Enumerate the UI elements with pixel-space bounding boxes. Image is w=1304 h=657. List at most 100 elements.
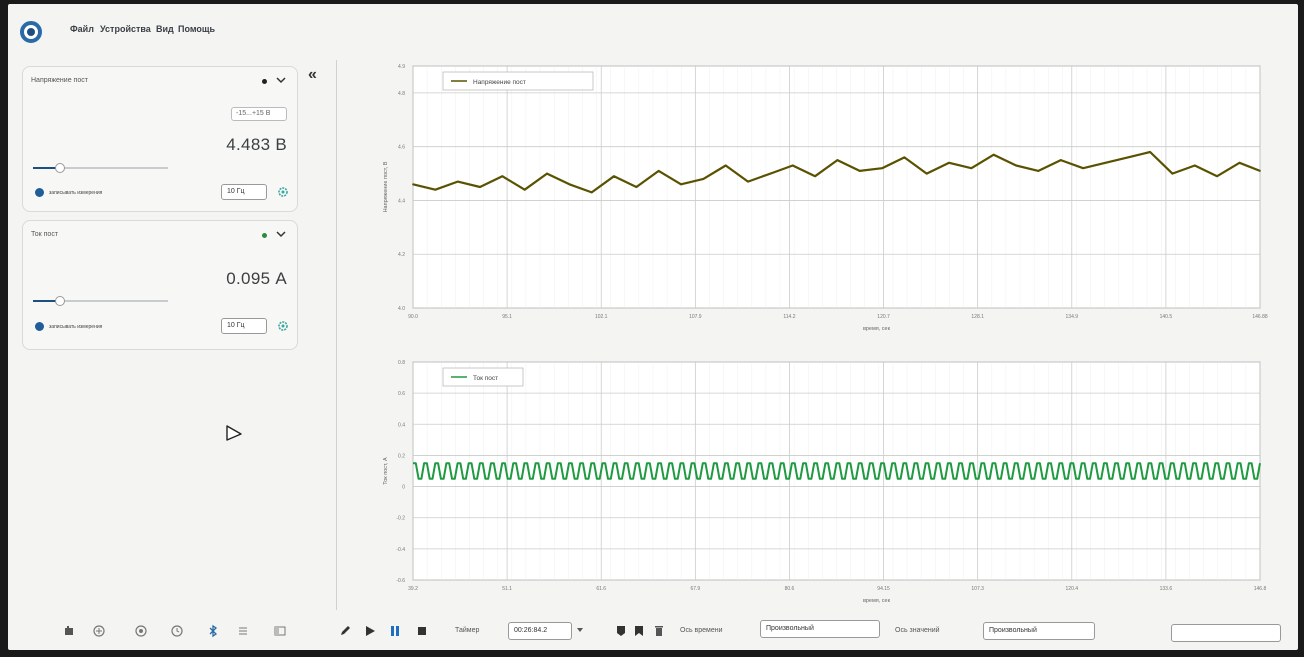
- bluetooth-icon[interactable]: [206, 624, 220, 638]
- bookmark-icon[interactable]: [632, 624, 646, 638]
- sensor-title: Напряжение пост: [31, 77, 88, 84]
- legend-label: Ток пост: [473, 375, 498, 382]
- data-point: [903, 156, 906, 159]
- data-point: [1238, 161, 1241, 164]
- status-dot: [262, 233, 267, 238]
- timer-label: Таймер: [455, 627, 480, 634]
- y-tick-label: 0.2: [398, 453, 405, 459]
- menu-view[interactable]: Вид: [156, 24, 174, 34]
- y-tick-label: 0.6: [398, 391, 405, 397]
- slider-fill: [33, 167, 60, 169]
- menu-help[interactable]: Помощь: [178, 24, 216, 34]
- x-tick-label: 120.7: [877, 314, 890, 320]
- y-tick-label: 4.9: [398, 64, 405, 70]
- sensor-slider[interactable]: [33, 163, 168, 173]
- data-point: [568, 183, 571, 186]
- value-axis-select[interactable]: Произвольный: [983, 622, 1095, 640]
- chevron-down-icon[interactable]: [275, 74, 287, 86]
- data-point: [1126, 156, 1129, 159]
- marker-icon[interactable]: [614, 624, 628, 638]
- x-tick-label: 51.1: [502, 586, 512, 592]
- gear-icon[interactable]: [277, 320, 289, 332]
- data-point: [1015, 164, 1017, 167]
- data-point: [1171, 172, 1174, 175]
- clock-icon[interactable]: [170, 624, 184, 638]
- stop-icon[interactable]: [415, 624, 429, 638]
- app-logo-icon[interactable]: [20, 21, 42, 43]
- x-tick-label: 80.6: [785, 586, 795, 592]
- sensors-icon[interactable]: [63, 624, 77, 638]
- add-icon[interactable]: [92, 624, 106, 638]
- menu-file[interactable]: Файл: [70, 24, 94, 34]
- legend-label: Напряжение пост: [473, 79, 526, 86]
- y-tick-label: 0.4: [398, 422, 405, 428]
- data-point: [479, 186, 481, 188]
- record-label: записывать измерения: [49, 190, 103, 196]
- data-point: [702, 178, 705, 180]
- sensor-value: 4.483 В: [226, 135, 287, 154]
- x-tick-label: 39.2: [408, 586, 418, 592]
- sensor-title: Ток пост: [31, 231, 59, 238]
- y-tick-label: 4.4: [398, 198, 405, 204]
- time-axis-label: Ось времени: [680, 627, 723, 634]
- current-chart[interactable]: 39.2 51.1 61.6 67.9 80.6 94.15 107.3 120.4 133.6…: [353, 354, 1288, 610]
- sensor-panel-current: Ток пост 0.095 А записывать измерения 10…: [22, 220, 298, 350]
- data-point: [1149, 151, 1152, 153]
- data-point: [1037, 169, 1040, 172]
- x-tick-label: 102.1: [595, 314, 608, 320]
- data-point: [680, 183, 682, 186]
- record-toggle[interactable]: [35, 188, 44, 197]
- record-toggle[interactable]: [35, 322, 44, 331]
- pen-icon[interactable]: [338, 624, 352, 638]
- data-point: [1216, 175, 1219, 178]
- data-point: [1059, 159, 1062, 162]
- data-point: [791, 164, 794, 167]
- slider-thumb[interactable]: [55, 163, 65, 173]
- x-tick-label: 146.88: [1252, 314, 1268, 320]
- extra-select[interactable]: [1171, 624, 1281, 642]
- panel-divider: [336, 60, 337, 610]
- frequency-stepper[interactable]: 10 Гц: [221, 318, 267, 334]
- data-point: [613, 175, 615, 178]
- x-tick-label: 67.9: [690, 586, 700, 592]
- y-tick-label: 4.6: [398, 145, 405, 151]
- menu-devices[interactable]: Устройства: [100, 24, 151, 34]
- data-point: [769, 172, 772, 175]
- timer-input[interactable]: 00:26:84.2: [508, 622, 572, 640]
- data-point: [881, 167, 883, 170]
- data-point: [523, 188, 526, 191]
- y-tick-label: 0: [402, 485, 405, 491]
- range-select[interactable]: -15...+15 В: [231, 107, 287, 121]
- data-point: [412, 183, 414, 186]
- layout-icon[interactable]: [273, 624, 287, 638]
- slider-thumb[interactable]: [55, 296, 65, 306]
- record-label: записывать измерения: [49, 324, 103, 330]
- legend-box: [442, 367, 524, 387]
- data-point: [948, 161, 950, 164]
- play-icon[interactable]: [363, 624, 377, 638]
- data-point: [925, 172, 928, 175]
- data-point: [546, 172, 548, 175]
- x-tick-label: 128.1: [971, 314, 984, 320]
- sensor-slider[interactable]: [33, 296, 168, 306]
- list-icon[interactable]: [236, 624, 250, 638]
- gear-icon[interactable]: [277, 186, 289, 198]
- legend-box: [442, 71, 594, 91]
- pause-icon[interactable]: [388, 624, 402, 638]
- voltage-chart[interactable]: 90.0 95.1 102.1 107.9 114.2 120.7 128.1 134.9 14…: [353, 58, 1288, 338]
- x-tick-label: 134.9: [1066, 314, 1079, 320]
- chevron-down-icon[interactable]: [576, 626, 584, 634]
- bottom-toolbar: Таймер 00:26:84.2 Ось времени Произвольн…: [8, 610, 1298, 650]
- sensor-value: 0.095 А: [226, 269, 287, 288]
- record-icon[interactable]: [134, 624, 148, 638]
- mouse-pointer-icon: [226, 425, 242, 441]
- frequency-stepper[interactable]: 10 Гц: [221, 184, 267, 200]
- x-tick-label: 94.15: [877, 586, 890, 592]
- time-axis-select[interactable]: Произвольный: [760, 620, 880, 638]
- data-point: [814, 175, 816, 178]
- collapse-panel-button[interactable]: «: [308, 66, 317, 83]
- data-point: [836, 159, 839, 162]
- value-axis-label: Ось значений: [895, 627, 940, 634]
- trash-icon[interactable]: [652, 624, 666, 638]
- chevron-down-icon[interactable]: [275, 228, 287, 240]
